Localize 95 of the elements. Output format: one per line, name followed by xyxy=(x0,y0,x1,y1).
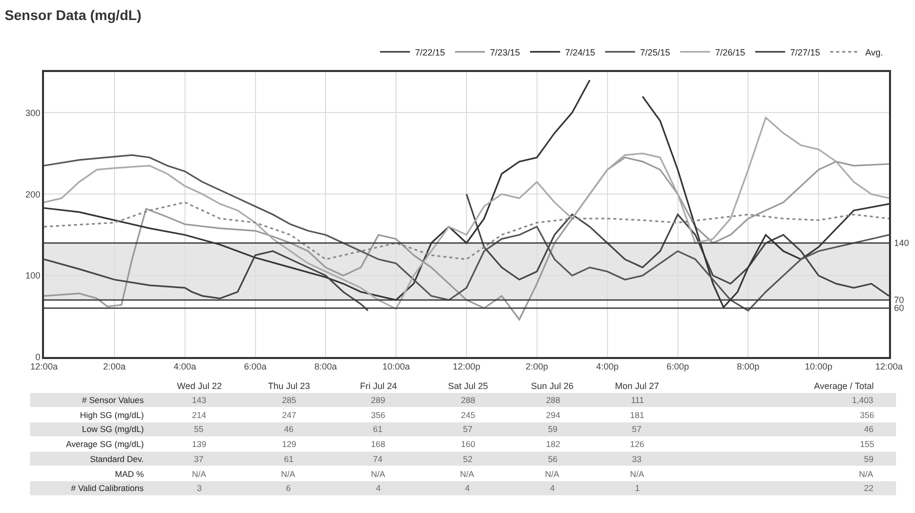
y-tick-label: 200 xyxy=(25,189,40,200)
legend-label: 7/25/15 xyxy=(640,47,670,58)
text: N/A xyxy=(859,469,874,479)
legend-label: Avg. xyxy=(865,47,884,58)
text: 356 xyxy=(860,410,874,420)
x-tick-label: 10:00p xyxy=(804,362,832,372)
x-tick-label: 8:00p xyxy=(736,362,760,372)
text: 1 xyxy=(635,483,640,493)
text: Average SG (mg/dL) xyxy=(66,439,144,449)
text: 294 xyxy=(546,410,560,420)
text: 143 xyxy=(192,395,206,405)
x-tick-label: 12:00a xyxy=(30,362,58,372)
text: 59 xyxy=(548,424,558,434)
chart-title: Sensor Data (mg/dL) xyxy=(4,6,142,23)
x-tick-label: 4:00p xyxy=(596,362,619,372)
x-tick-label: 8:00a xyxy=(314,362,337,372)
text: 214 xyxy=(192,410,206,420)
text: 160 xyxy=(461,439,476,449)
legend-label: 7/26/15 xyxy=(715,47,746,58)
text: 247 xyxy=(282,410,296,420)
text: 126 xyxy=(630,439,644,449)
x-tick-label: 12:00p xyxy=(452,362,480,372)
text: 4 xyxy=(550,483,555,493)
text: 245 xyxy=(461,410,476,420)
text: N/A xyxy=(460,469,474,479)
text: 74 xyxy=(373,454,383,464)
text: 289 xyxy=(371,395,386,405)
text: 182 xyxy=(546,439,560,449)
text: 6 xyxy=(286,483,291,493)
x-tick-label: 6:00p xyxy=(666,362,690,372)
text: 1,403 xyxy=(852,395,874,405)
text: # Valid Calibrations xyxy=(71,483,144,493)
text: 46 xyxy=(284,424,294,434)
text: Sun Jul 26 xyxy=(531,381,574,391)
text: 61 xyxy=(373,424,383,434)
legend-label: 7/27/15 xyxy=(790,47,820,58)
text: Fri Jul 24 xyxy=(360,381,398,391)
text: MAD % xyxy=(115,469,144,479)
text: N/A xyxy=(192,469,206,479)
text: N/A xyxy=(630,469,644,479)
y-tick-label: 300 xyxy=(25,108,40,118)
text: 285 xyxy=(282,395,296,405)
line-series xyxy=(44,201,889,260)
text: 4 xyxy=(376,483,381,493)
text: 33 xyxy=(632,454,642,464)
line-series xyxy=(44,116,889,310)
text: 37 xyxy=(194,454,204,464)
text: 3 xyxy=(197,483,202,493)
text: Average / Total xyxy=(814,381,874,391)
text: 56 xyxy=(548,454,558,464)
y-tick-label: 100 xyxy=(25,270,40,281)
line-series xyxy=(466,193,889,297)
text: Standard Dev. xyxy=(90,454,144,464)
text: Low SG (mg/dL) xyxy=(82,424,144,434)
text: Wed Jul 22 xyxy=(177,381,222,391)
text: 155 xyxy=(860,439,874,449)
text: 4 xyxy=(465,483,470,493)
text: 46 xyxy=(864,424,874,434)
text: 111 xyxy=(631,395,644,405)
text: 288 xyxy=(546,395,560,405)
x-tick-label: 6:00a xyxy=(244,362,267,372)
x-tick-label: 12:00a xyxy=(875,362,903,372)
x-tick-label: 4:00a xyxy=(174,362,196,372)
text: Mon Jul 27 xyxy=(615,381,660,391)
text: N/A xyxy=(281,469,296,479)
text: 168 xyxy=(371,439,386,449)
text: # Sensor Values xyxy=(82,395,144,405)
text: 59 xyxy=(864,454,874,464)
x-tick-label: 2:00p xyxy=(526,362,548,372)
x-tick-label: 2:00a xyxy=(103,362,126,372)
line-series xyxy=(44,250,369,312)
text: 52 xyxy=(463,454,473,464)
text: Sat Jul 25 xyxy=(448,381,488,391)
text: 57 xyxy=(463,424,473,434)
text: 139 xyxy=(192,439,206,449)
legend-label: 7/22/15 xyxy=(415,47,446,58)
text: N/A xyxy=(371,469,386,479)
text: N/A xyxy=(545,469,560,479)
x-tick-label: 10:00a xyxy=(382,362,410,372)
legend-label: 7/23/15 xyxy=(490,47,520,58)
text: 356 xyxy=(371,410,386,420)
text: Thu Jul 23 xyxy=(268,381,310,391)
text: 129 xyxy=(282,439,296,449)
ref-line-label: 60 xyxy=(894,303,904,313)
y-tick-label: 0 xyxy=(35,352,40,362)
ref-line-label: 140 xyxy=(894,238,910,248)
text: 288 xyxy=(461,395,476,405)
text: 55 xyxy=(194,424,204,434)
text: 61 xyxy=(284,454,294,464)
ref-line-label: 70 xyxy=(894,295,904,305)
text: High SG (mg/dL) xyxy=(80,410,144,420)
text: 181 xyxy=(630,410,644,420)
legend-label: 7/24/15 xyxy=(565,47,596,58)
text: 22 xyxy=(864,483,874,493)
text: 57 xyxy=(632,424,642,434)
